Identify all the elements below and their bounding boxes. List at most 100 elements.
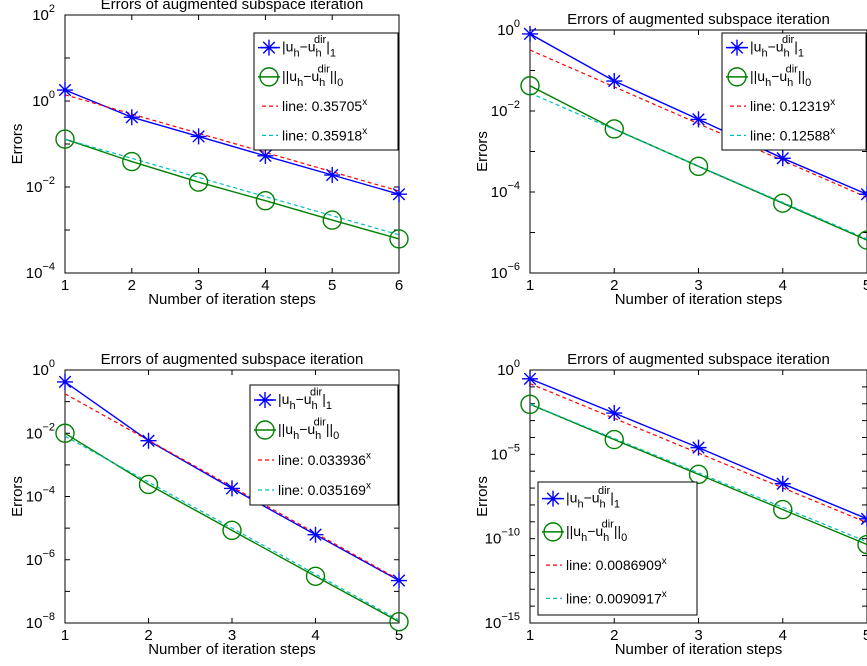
circle-marker [222,520,242,541]
series-line [530,403,867,546]
star-marker [522,25,538,42]
legend-label: line: 0.0086909x [566,556,667,573]
x-tick-label: 1 [61,627,69,644]
circle-marker [543,522,563,542]
x-tick-label: 5 [395,627,403,644]
y-tick-label: 100 [32,89,55,110]
legend: |uh−uhdir|1 ||uh−uhdir||0 line: 0.0086909x… [537,481,698,616]
y-tick-label: 10−2 [26,421,55,442]
star-marker [690,439,707,456]
x-tick-label: 4 [311,627,319,644]
legend-box [721,32,867,151]
circle-marker [55,423,75,443]
star-marker [391,572,407,589]
x-tick-label: 2 [610,627,618,644]
x-tick-label: 6 [395,277,403,294]
star-marker [859,186,867,203]
circle-marker [857,230,867,250]
legend-label: ||uh−uhdir||0 [282,63,343,88]
legend-label: line: 0.35705x [282,97,367,114]
chart-panel-2: Errors of augmented subspace iteration Nu… [474,11,867,308]
circle-marker [727,67,747,87]
x-tick-label: 5 [863,277,867,294]
star-marker [224,480,240,497]
star-marker [606,73,623,90]
x-tick-label: 4 [261,277,269,294]
chart-title: Errors of augmented subspace iteration [101,0,364,13]
star-marker [57,82,73,99]
legend-box [253,32,399,151]
fit-line [530,403,867,543]
legend-label: ||uh−uhdir||0 [750,63,811,88]
circle-marker [604,429,624,450]
legend-label: |uh−uhdir|1 [282,34,336,59]
star-marker [729,39,745,56]
star-marker [190,128,207,145]
chart-panel-3: Errors of augmented subspace iteration Nu… [9,351,409,658]
chart-title: Errors of augmented subspace iteration [101,351,364,368]
y-tick-label: 10−4 [491,180,520,201]
star-marker [859,510,867,527]
circle-marker [188,172,209,192]
legend-label: line: 0.12319x [750,97,835,114]
legend: |uh−uhdir|1 ||uh−uhdir||0 line: 0.033936x l… [249,384,399,506]
x-tick-label: 2 [610,277,618,294]
legend-label: ||uh−uhdir||0 [278,417,339,442]
x-tick-label: 1 [61,277,69,294]
y-tick-label: 10−2 [26,175,55,196]
x-tick-label: 5 [328,277,336,294]
chart-panel-1: Errors of augmented subspace iteration Nu… [9,0,409,308]
star-marker [307,526,324,543]
legend-box [537,481,698,616]
x-axis-label: Number of iteration steps [615,291,783,308]
y-axis-label: Errors [474,476,491,517]
star-marker [774,475,791,492]
fit-line [530,92,867,240]
star-marker [57,373,73,390]
circle-marker [857,534,867,555]
star-marker [123,109,140,126]
y-axis-label: Errors [9,476,26,517]
x-axis-label: Number of iteration steps [148,641,316,658]
legend-label: line: 0.0090917x [566,589,667,606]
circle-marker [688,464,709,485]
x-tick-label: 3 [228,627,236,644]
x-tick-label: 2 [128,277,136,294]
circle-marker [259,67,279,87]
y-tick-label: 102 [32,3,55,24]
y-tick-label: 10−10 [485,527,520,548]
fit-line [65,435,399,621]
star-marker [606,405,623,422]
y-tick-label: 10−4 [26,261,55,282]
x-tick-label: 4 [779,277,787,294]
circle-marker [255,191,276,211]
y-tick-label: 10−5 [491,442,520,463]
legend-label: |uh−uhdir|1 [566,485,620,510]
circle-marker [604,119,624,139]
star-marker [545,490,561,507]
x-tick-label: 3 [694,277,702,294]
plot-area [65,89,399,240]
legend: |uh−uhdir|1 ||uh−uhdir||0 line: 0.35705x li… [253,32,399,151]
x-tick-label: 2 [144,627,152,644]
circle-marker [389,611,409,632]
y-tick-label: 100 [497,358,520,379]
star-marker [522,370,538,387]
y-axis-label: Errors [474,131,491,172]
circle-marker [773,499,793,520]
star-marker [261,39,277,56]
circle-marker [138,474,159,495]
circle-marker [322,210,342,230]
y-tick-label: 10−15 [485,611,520,632]
x-tick-label: 3 [694,627,702,644]
series-line [65,138,399,240]
legend-label: |uh−uhdir|1 [750,34,804,59]
circle-marker [305,566,326,586]
circle-marker [55,129,75,149]
legend-label: line: 0.35918x [282,126,367,143]
star-marker [257,392,273,408]
legend-label: |uh−uhdir|1 [278,387,332,412]
circle-marker [688,156,709,177]
markers [55,82,409,249]
circle-marker [773,193,793,213]
